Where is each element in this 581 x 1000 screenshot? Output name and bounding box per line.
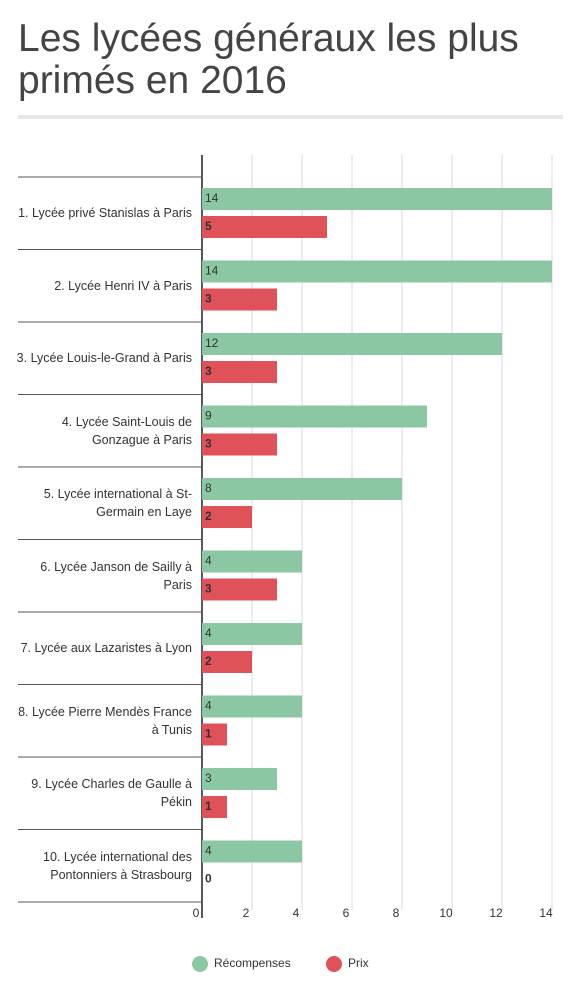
- category-label: 1. Lycée privé Stanislas à Paris: [18, 206, 192, 220]
- category-label: 9. Lycée Charles de Gaulle à Pékin: [31, 777, 192, 809]
- category-label: 3. Lycée Louis-le-Grand à Paris: [16, 351, 192, 365]
- x-tick-label: 6: [343, 906, 350, 920]
- bar: [202, 723, 227, 746]
- value-label: 3: [205, 437, 212, 451]
- bar: [202, 433, 277, 456]
- x-tick-label: 8: [393, 906, 400, 920]
- value-label: 3: [205, 364, 212, 378]
- value-label: 3: [205, 292, 212, 306]
- bar: [202, 506, 252, 528]
- bar: [202, 405, 427, 428]
- chart-title: Les lycées généraux les plus primés en 2…: [18, 17, 519, 102]
- bar: [202, 796, 227, 818]
- value-label: 9: [205, 409, 212, 423]
- value-label: 12: [205, 336, 219, 350]
- value-label: 2: [205, 654, 212, 668]
- value-label: 5: [205, 219, 212, 233]
- category-label: 6. Lycée Janson de Sailly à Paris: [40, 559, 192, 592]
- legend-label: Prix: [348, 956, 369, 970]
- value-label: 1: [205, 727, 212, 741]
- x-tick-label: 14: [539, 906, 553, 920]
- value-label: 3: [205, 582, 212, 596]
- bar: [202, 623, 302, 645]
- category-label: 7. Lycée aux Lazaristes à Lyon: [20, 641, 192, 655]
- x-tick-label: 4: [293, 906, 300, 920]
- category-label: 8. Lycée Pierre Mendès France à Tunis: [18, 704, 192, 737]
- value-label: 14: [205, 191, 219, 205]
- value-label: 1: [205, 799, 212, 813]
- bar: [202, 288, 277, 311]
- bar: [202, 260, 552, 283]
- value-label: 4: [205, 626, 212, 640]
- x-tick-label: 12: [489, 906, 503, 920]
- bar: [202, 550, 302, 573]
- bar: [202, 188, 552, 210]
- bar: [202, 478, 402, 500]
- category-label: 4. Lycée Saint-Louis de Gonzague à Paris: [61, 414, 192, 447]
- category-label: 5. Lycée international à St-Germain en L…: [43, 487, 192, 519]
- bar: [202, 578, 277, 601]
- value-label: 4: [205, 699, 212, 713]
- bar: [202, 361, 277, 383]
- bar: [202, 840, 302, 863]
- value-label: 4: [205, 554, 212, 568]
- value-label: 0: [205, 872, 212, 886]
- legend-label: Récompenses: [214, 956, 291, 970]
- value-label: 2: [205, 509, 212, 523]
- category-label: 2. Lycée Henri IV à Paris: [54, 278, 192, 293]
- bar: [202, 333, 502, 355]
- value-label: 14: [205, 264, 219, 278]
- value-label: 8: [205, 481, 212, 495]
- x-tick-label: 2: [243, 906, 250, 920]
- value-label: 3: [205, 771, 212, 785]
- bar: [202, 695, 302, 718]
- bar: [202, 216, 327, 238]
- x-tick-label: 0: [193, 906, 200, 920]
- legend-swatch: [326, 956, 342, 972]
- bar: [202, 651, 252, 673]
- category-label: 10. Lycée international des Pontonniers …: [43, 849, 192, 882]
- legend-swatch: [192, 956, 208, 972]
- x-tick-label: 10: [439, 906, 453, 920]
- title-rule: [18, 115, 563, 119]
- value-label: 4: [205, 844, 212, 858]
- bar: [202, 768, 277, 790]
